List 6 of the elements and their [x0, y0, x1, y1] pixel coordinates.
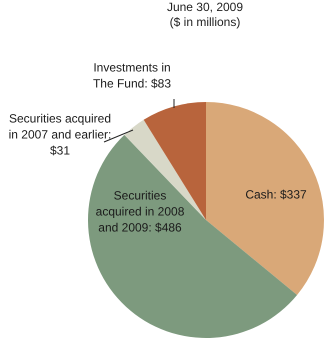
chart-title: June 30, 2009: [166, 0, 244, 14]
slice-label: Securities acquired in 2008 and 2009: $486: [96, 188, 185, 234]
slice-label: Cash: $337: [245, 187, 308, 202]
slice-label: Investments in The Fund: $83: [92, 60, 172, 90]
slice-label: Securities acquired in 2007 and earlier: $31: [8, 111, 112, 158]
chart-subtitle: ($ in millions): [168, 15, 242, 29]
